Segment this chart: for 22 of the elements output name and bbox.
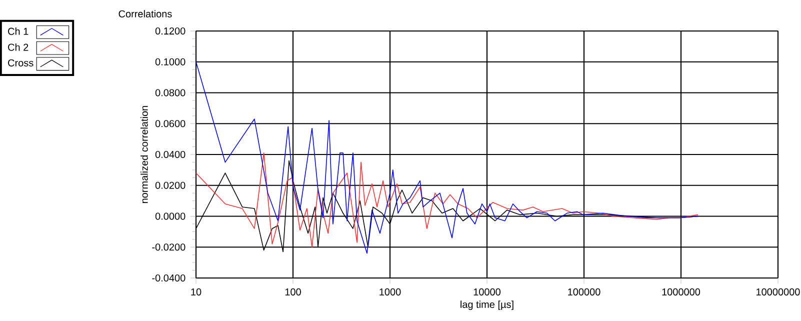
y-tick-label: -0.0200 [152,244,186,251]
y-axis-title: normalized correlation [140,106,148,204]
y-tick-label: 0.1000 [155,58,186,66]
legend-label: Cross [8,59,34,66]
x-tick-label: 1000000 [662,288,700,296]
x-tick-label: 10000 [474,288,500,296]
y-tick-label: 0.0000 [155,212,186,220]
x-tick-label: 100 [285,288,301,296]
chart-title: Correlations [118,10,172,18]
y-tick-label: 0.0600 [155,120,186,128]
x-tick-label: 100000 [568,288,600,296]
x-tick-label: 10000000 [756,288,800,296]
x-tick-label: 10 [191,288,202,296]
x-axis-title: lag time [µs] [460,300,514,310]
y-tick-label: 0.0800 [155,89,186,96]
y-tick-label: -0.0400 [152,274,186,282]
legend-label: Ch 2 [8,43,28,51]
y-tick-label: 0.1200 [155,27,186,35]
y-tick-label: 0.0400 [155,150,186,158]
x-tick-label: 1000 [380,288,401,296]
legend-label: Ch 1 [8,28,28,35]
y-tick-label: 0.0200 [155,182,186,189]
